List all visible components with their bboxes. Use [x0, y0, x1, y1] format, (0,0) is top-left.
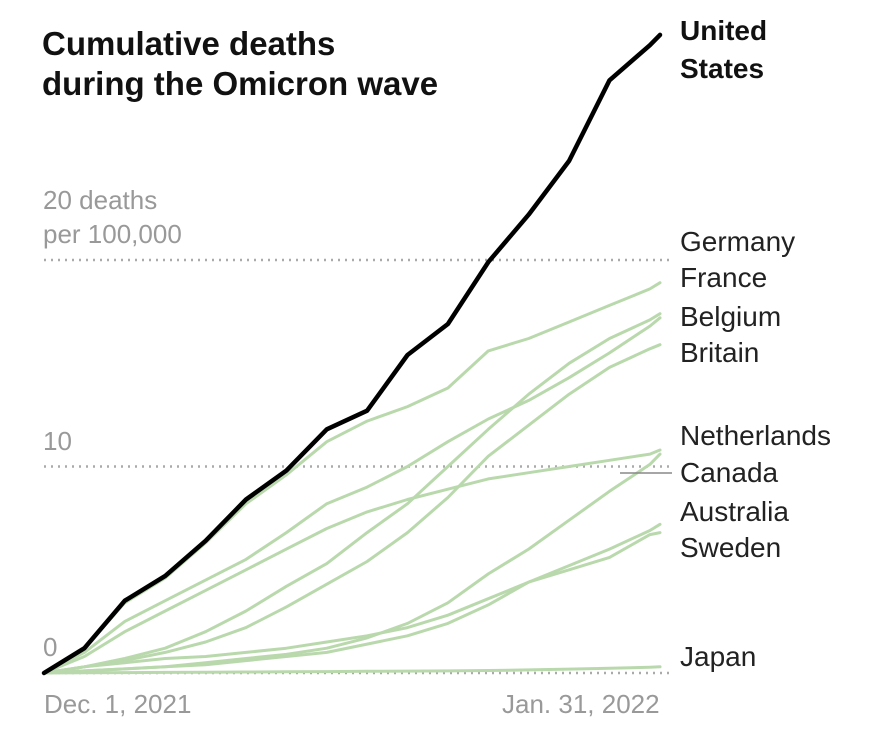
series-line: [42, 665, 662, 675]
series-label: Australia: [680, 496, 789, 527]
y-tick-label: 10: [43, 425, 72, 456]
series-label: Britain: [680, 337, 760, 368]
series-label: Belgium: [680, 301, 782, 332]
series-line: [42, 522, 662, 675]
x-tick-label: Jan. 31, 2022: [502, 689, 660, 719]
series-label: Canada: [680, 457, 779, 488]
chart-title: Cumulative deaths during the Omicron wav…: [42, 25, 439, 102]
series-line: [42, 316, 662, 675]
y-tick-label: 20 deaths per 100,000: [43, 185, 182, 249]
series-line: [42, 452, 662, 675]
series-line: [42, 448, 662, 675]
series-line: [42, 312, 662, 675]
series-line: [41, 32, 663, 676]
x-tick-label: Dec. 1, 2021: [44, 689, 192, 719]
series-line: [42, 531, 662, 675]
series-label: Sweden: [680, 532, 782, 563]
y-tick-label: 0: [43, 632, 58, 662]
series-label: Japan: [680, 641, 757, 672]
series-label: Germany: [680, 226, 796, 257]
series-label: United States: [680, 15, 768, 84]
series-line: [42, 343, 662, 675]
series-label: France: [680, 262, 768, 293]
series-label: Netherlands: [680, 420, 831, 451]
